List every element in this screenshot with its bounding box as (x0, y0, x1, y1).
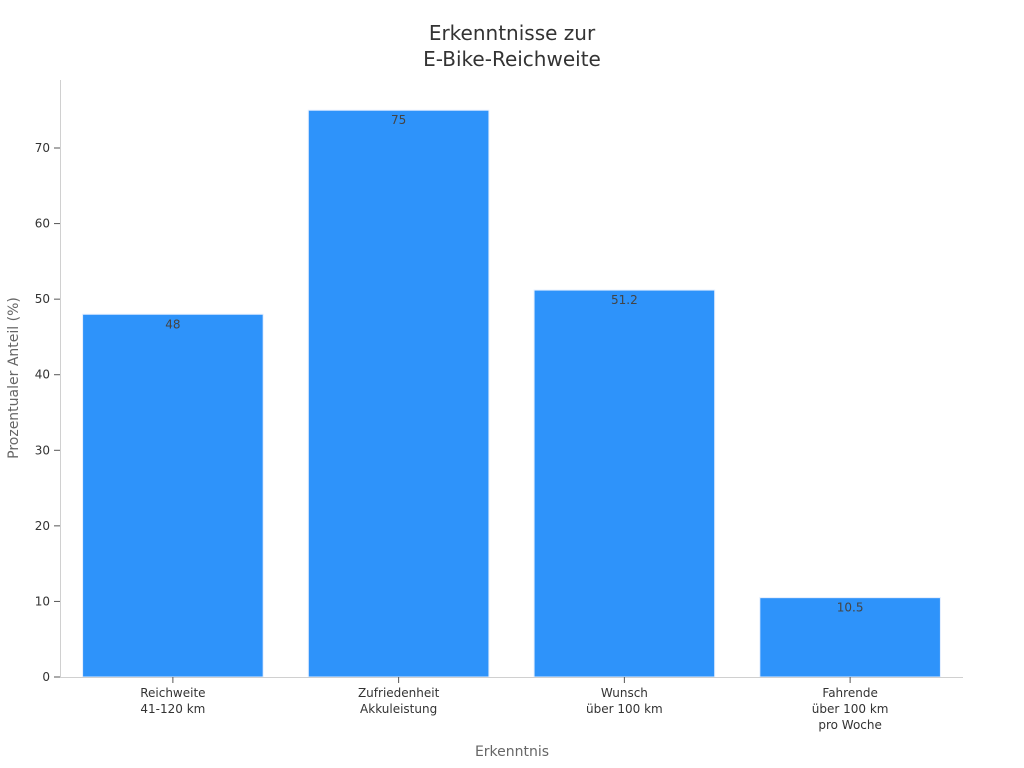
y-tick-label-6: 60 (35, 217, 50, 231)
x-tick-label-1-line-1: Akkuleistung (360, 702, 437, 716)
data-label-2: 51.2 (611, 293, 638, 307)
y-tick-label-0: 0 (42, 670, 50, 684)
x-tick-label-0-line-1: 41-120 km (140, 702, 205, 716)
y-tick-label-3: 30 (35, 443, 50, 457)
y-ticks-group: 0 10 20 30 40 50 60 70 (35, 141, 60, 684)
bar-2 (533, 289, 716, 678)
data-labels-group: 48 75 51.2 10.5 (165, 113, 863, 614)
y-tick-label-7: 70 (35, 141, 50, 155)
data-label-0: 48 (165, 317, 180, 331)
x-ticks-group: Reichweite 41-120 km Zufriedenheit Akkuleis… (140, 677, 888, 732)
x-tick-label-2-line-0: Wunsch (601, 686, 648, 700)
x-tick-label-3-line-1: über 100 km (812, 702, 889, 716)
bar-3 (759, 597, 941, 678)
x-tick-label-2-line-1: über 100 km (586, 702, 663, 716)
y-axis-label: Prozentualer Anteil (%) (6, 297, 22, 459)
bar-1 (307, 109, 490, 678)
data-label-1: 75 (391, 113, 406, 127)
x-tick-label-3-line-2: pro Woche (818, 718, 882, 732)
chart-title-line-1: Erkenntnisse zur (429, 21, 596, 45)
x-axis-label: Erkenntnis (475, 744, 549, 760)
data-label-3: 10.5 (837, 601, 864, 615)
y-tick-label-5: 50 (35, 292, 50, 306)
bar-0 (82, 313, 264, 678)
y-tick-label-2: 20 (35, 519, 50, 533)
x-tick-label-1-line-0: Zufriedenheit (358, 686, 440, 700)
x-tick-label-0-line-0: Reichweite (140, 686, 205, 700)
chart-title-line-2: E-Bike-Reichweite (423, 47, 601, 71)
bars-group (82, 109, 941, 678)
x-tick-label-3-line-0: Fahrende (822, 686, 877, 700)
y-tick-label-4: 40 (35, 368, 50, 382)
y-tick-label-1: 10 (35, 594, 50, 608)
